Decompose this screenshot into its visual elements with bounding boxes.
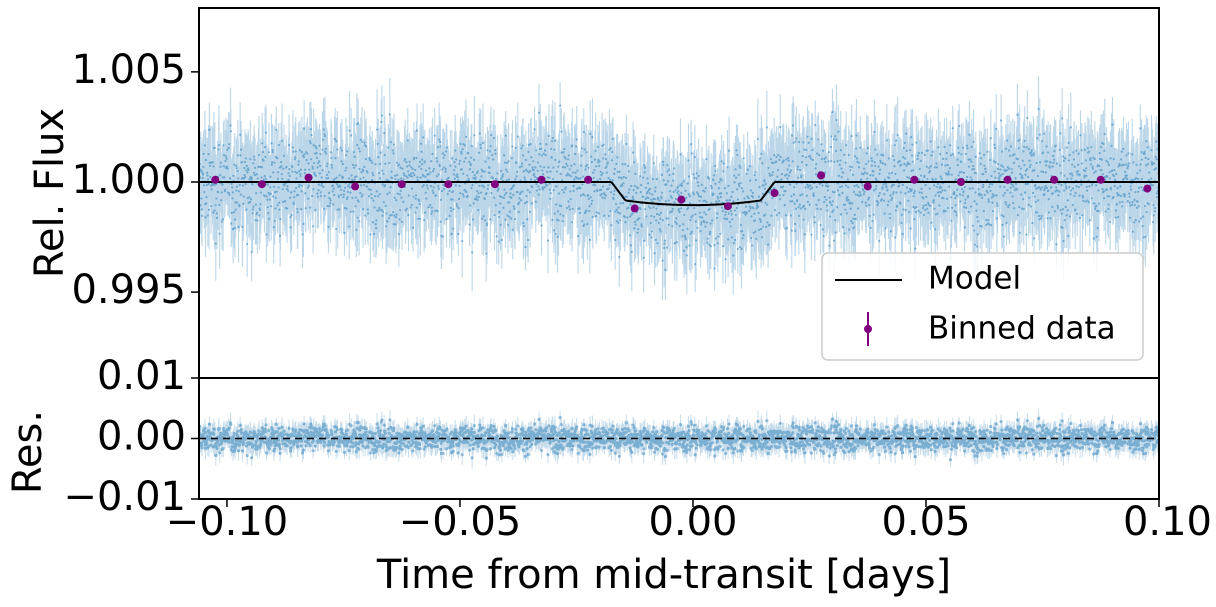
binned-data-point — [257, 180, 266, 189]
binned-data-point — [537, 175, 546, 184]
x-tick-label: 0.05 — [881, 499, 970, 545]
binned-data-point — [397, 180, 406, 189]
main-panel: 0.995 1.000 1.005 Rel. Flux Model Binned d… — [27, 7, 1160, 379]
binned-data-point — [351, 182, 360, 191]
binned-data-point — [1096, 175, 1105, 184]
residual-y-axis-label: Res. — [5, 410, 51, 494]
binned-data-point — [863, 182, 872, 191]
residual-y-tick-label: −0.01 — [63, 474, 186, 520]
x-ticks: −0.10 −0.05 0.00 0.05 0.10 — [166, 499, 1212, 545]
legend-model-label: Model — [928, 261, 1021, 297]
main-y-axis-label: Rel. Flux — [27, 108, 73, 278]
x-tick-label: 0.00 — [648, 499, 737, 545]
legend: Model Binned data — [821, 252, 1144, 361]
binned-data-point — [723, 202, 732, 211]
x-tick-label: 0.10 — [1123, 499, 1212, 545]
binned-data-point — [444, 180, 453, 189]
binned-data-point — [630, 204, 639, 213]
binned-data-point — [211, 175, 220, 184]
binned-data-point — [910, 175, 919, 184]
residual-y-tick-label: 0.00 — [97, 414, 186, 460]
legend-binned-swatch — [864, 325, 872, 333]
binned-data-point — [770, 189, 779, 197]
binned-data-point — [1143, 184, 1152, 193]
binned-data-points — [211, 171, 1152, 213]
residual-y-tick-label: 0.01 — [97, 353, 186, 399]
legend-box — [821, 252, 1144, 361]
main-y-ticks: 0.995 1.000 1.005 — [71, 47, 199, 313]
binned-data-point — [304, 173, 313, 182]
x-tick-label: −0.10 — [166, 499, 289, 545]
binned-data-point — [677, 195, 686, 204]
binned-data-point — [584, 175, 593, 184]
legend-binned-label: Binned data — [928, 311, 1116, 347]
residual-y-ticks: −0.01 0.00 0.01 — [63, 353, 199, 520]
x-axis-label: Time from mid-transit [days] — [376, 552, 951, 598]
binned-data-point — [1050, 175, 1059, 184]
binned-data-point — [817, 171, 826, 180]
binned-data-point — [956, 177, 965, 186]
binned-data-point — [1003, 175, 1012, 184]
x-tick-label: −0.05 — [399, 499, 522, 545]
main-y-tick-label: 0.995 — [71, 267, 186, 313]
main-y-tick-label: 1.000 — [71, 157, 186, 203]
transit-model-line — [199, 180, 1159, 207]
binned-data-point — [490, 180, 499, 189]
main-y-tick-label: 1.005 — [71, 47, 186, 93]
residuals-panel: −0.01 0.00 0.01 −0.10 −0.05 0.00 0.05 0.10 Res… — [5, 353, 1212, 598]
